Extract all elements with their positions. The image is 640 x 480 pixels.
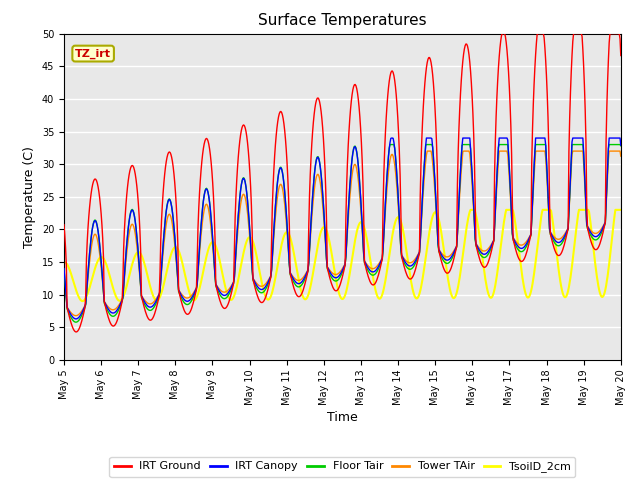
X-axis label: Time: Time bbox=[327, 411, 358, 424]
Legend: IRT Ground, IRT Canopy, Floor Tair, Tower TAir, TsoilD_2cm: IRT Ground, IRT Canopy, Floor Tair, Towe… bbox=[109, 457, 575, 477]
Y-axis label: Temperature (C): Temperature (C) bbox=[23, 146, 36, 248]
Text: TZ_irt: TZ_irt bbox=[75, 48, 111, 59]
Title: Surface Temperatures: Surface Temperatures bbox=[258, 13, 427, 28]
